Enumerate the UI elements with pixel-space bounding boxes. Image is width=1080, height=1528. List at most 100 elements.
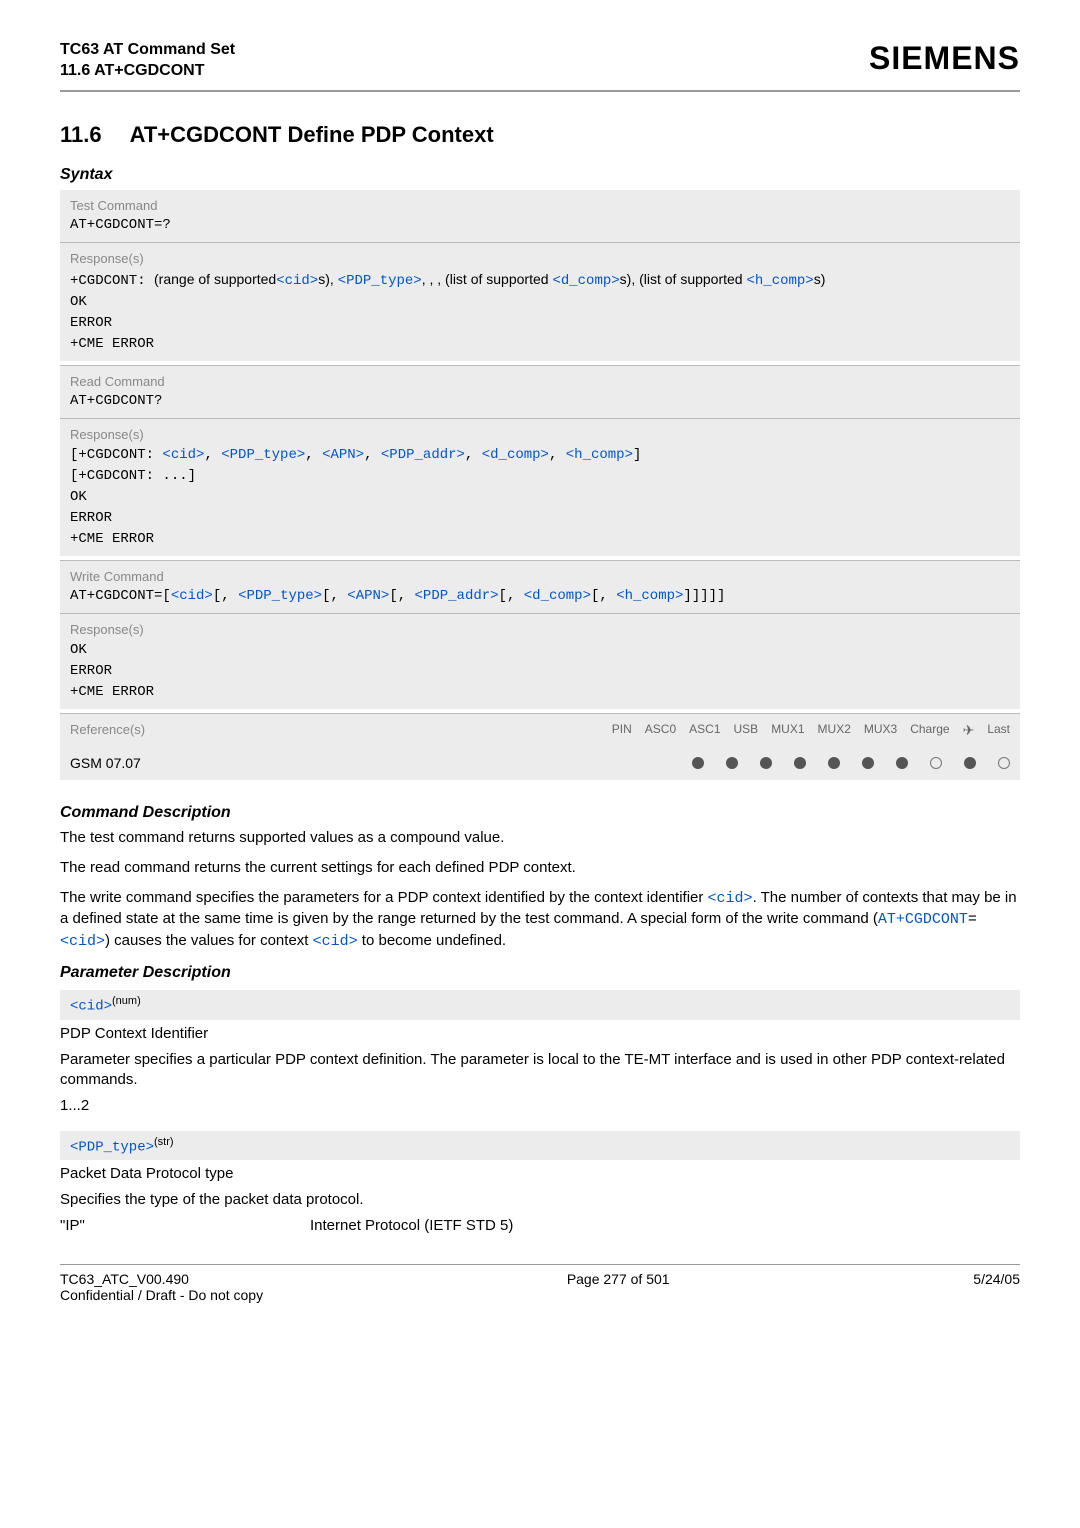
col-last: Last	[987, 720, 1010, 741]
col-asc1: ASC1	[689, 720, 720, 741]
param-pdp-key: "IP"	[60, 1217, 310, 1234]
dot-icon	[862, 757, 874, 769]
dot-icon	[828, 757, 840, 769]
read-ok: OK	[70, 487, 1010, 508]
parameter-description-heading: Parameter Description	[60, 964, 1020, 982]
doc-subtitle: 11.6 AT+CGDCONT	[60, 61, 235, 82]
cid-link[interactable]: <cid>	[60, 933, 105, 950]
param-pdp-row: "IP" Internet Protocol (IETF STD 5)	[60, 1217, 1020, 1234]
write-cme: +CME ERROR	[70, 682, 1010, 703]
read-resp-label: Response(s)	[70, 425, 1010, 445]
col-airplane-icon: ✈	[963, 720, 975, 741]
pdptype-link[interactable]: <PDP_type>	[338, 273, 422, 289]
atcgdcont-link[interactable]: AT+CGDCONT	[878, 911, 968, 928]
write-ok: OK	[70, 640, 1010, 661]
footer-divider	[60, 1264, 1020, 1265]
write-resp-label: Response(s)	[70, 620, 1010, 640]
references-label: Reference(s)	[70, 720, 612, 740]
header-divider	[60, 90, 1020, 92]
cid-link[interactable]: <cid>	[708, 890, 753, 907]
pdptype-link[interactable]: <PDP_type>	[238, 588, 322, 604]
section-title: AT+CGDCONT Define PDP Context	[130, 122, 494, 147]
support-dots	[692, 757, 1010, 769]
dot-icon	[760, 757, 772, 769]
test-command-block: Test Command AT+CGDCONT=?	[60, 190, 1020, 243]
apn-link[interactable]: <APN>	[347, 588, 389, 604]
read-resp-line2: [+CGDCONT: ...]	[70, 466, 1010, 487]
test-response-block: Response(s) +CGDCONT: (range of supporte…	[60, 242, 1020, 361]
test-resp-label: Response(s)	[70, 249, 1010, 269]
param-cid-box: <cid>(num)	[60, 990, 1020, 1020]
references-header-row: Reference(s) PIN ASC0 ASC1 USB MUX1 MUX2…	[60, 713, 1020, 747]
pdptype-link[interactable]: <PDP_type>	[221, 447, 305, 463]
test-ok: OK	[70, 292, 1010, 313]
col-mux1: MUX1	[771, 720, 804, 741]
cid-link[interactable]: <cid>	[313, 933, 358, 950]
footer-center: Page 277 of 501	[567, 1271, 670, 1303]
dot-icon	[726, 757, 738, 769]
reference-value: GSM 07.07	[70, 753, 692, 774]
param-pdp-body: Specifies the type of the packet data pr…	[60, 1190, 1020, 1210]
header-title: TC63 AT Command Set 11.6 AT+CGDCONT	[60, 40, 235, 82]
syntax-label: Syntax	[60, 166, 1020, 184]
test-error: ERROR	[70, 313, 1010, 334]
read-command: AT+CGDCONT?	[70, 391, 1010, 412]
pdpaddr-link[interactable]: <PDP_addr>	[381, 447, 465, 463]
param-pdp-value: Internet Protocol (IETF STD 5)	[310, 1217, 513, 1234]
col-charge: Charge	[910, 720, 949, 741]
write-response-block: Response(s) OK ERROR +CME ERROR	[60, 613, 1020, 709]
cid-link[interactable]: <cid>	[171, 588, 213, 604]
write-command-block: Write Command AT+CGDCONT=[<cid>[, <PDP_t…	[60, 560, 1020, 614]
col-usb: USB	[734, 720, 759, 741]
hcomp-link[interactable]: <h_comp>	[746, 273, 813, 289]
param-cid-range: 1...2	[60, 1096, 1020, 1116]
hcomp-link[interactable]: <h_comp>	[616, 588, 683, 604]
references-value-row: GSM 07.07	[60, 747, 1020, 780]
siemens-logo: SIEMENS	[869, 40, 1020, 77]
read-error: ERROR	[70, 508, 1010, 529]
param-pdptype-box: <PDP_type>(str)	[60, 1131, 1020, 1161]
dcomp-link[interactable]: <d_comp>	[552, 273, 619, 289]
write-command: AT+CGDCONT=[<cid>[, <PDP_type>[, <APN>[,…	[70, 586, 1010, 607]
cmd-desc-p2: The read command returns the current set…	[60, 858, 1020, 878]
col-pin: PIN	[612, 720, 632, 741]
page-footer: TC63_ATC_V00.490 Confidential / Draft - …	[60, 1271, 1020, 1303]
read-command-block: Read Command AT+CGDCONT?	[60, 365, 1020, 419]
doc-title: TC63 AT Command Set	[60, 40, 235, 61]
apn-link[interactable]: <APN>	[322, 447, 364, 463]
dot-icon	[794, 757, 806, 769]
dot-icon	[964, 757, 976, 769]
dot-empty-icon	[998, 757, 1010, 769]
footer-right: 5/24/05	[973, 1271, 1020, 1303]
read-label: Read Command	[70, 372, 1010, 392]
dcomp-link[interactable]: <d_comp>	[524, 588, 591, 604]
param-cid-body: Parameter specifies a particular PDP con…	[60, 1050, 1020, 1091]
cid-link[interactable]: <cid>	[276, 273, 318, 289]
dcomp-link[interactable]: <d_comp>	[482, 447, 549, 463]
read-cme: +CME ERROR	[70, 529, 1010, 550]
col-asc0: ASC0	[645, 720, 676, 741]
page-header: TC63 AT Command Set 11.6 AT+CGDCONT SIEM…	[60, 40, 1020, 82]
hcomp-link[interactable]: <h_comp>	[566, 447, 633, 463]
param-cid-title: PDP Context Identifier	[60, 1024, 1020, 1044]
section-number: 11.6	[60, 122, 102, 147]
test-command: AT+CGDCONT=?	[70, 215, 1010, 236]
cmd-desc-p3: The write command specifies the paramete…	[60, 888, 1020, 952]
command-description-heading: Command Description	[60, 804, 1020, 822]
read-resp-line: [+CGDCONT: <cid>, <PDP_type>, <APN>, <PD…	[70, 445, 1010, 466]
pdpaddr-link[interactable]: <PDP_addr>	[415, 588, 499, 604]
col-mux3: MUX3	[864, 720, 897, 741]
dot-icon	[896, 757, 908, 769]
cid-link[interactable]: <cid>	[162, 447, 204, 463]
read-response-block: Response(s) [+CGDCONT: <cid>, <PDP_type>…	[60, 418, 1020, 556]
dot-empty-icon	[930, 757, 942, 769]
write-error: ERROR	[70, 661, 1010, 682]
references-columns: PIN ASC0 ASC1 USB MUX1 MUX2 MUX3 Charge …	[612, 720, 1010, 741]
dot-icon	[692, 757, 704, 769]
test-resp-line: +CGDCONT: (range of supported<cid>s), <P…	[70, 269, 1010, 292]
write-label: Write Command	[70, 567, 1010, 587]
test-label: Test Command	[70, 196, 1010, 216]
section-heading: 11.6 AT+CGDCONT Define PDP Context	[60, 122, 1020, 148]
col-mux2: MUX2	[818, 720, 851, 741]
test-cme: +CME ERROR	[70, 334, 1010, 355]
